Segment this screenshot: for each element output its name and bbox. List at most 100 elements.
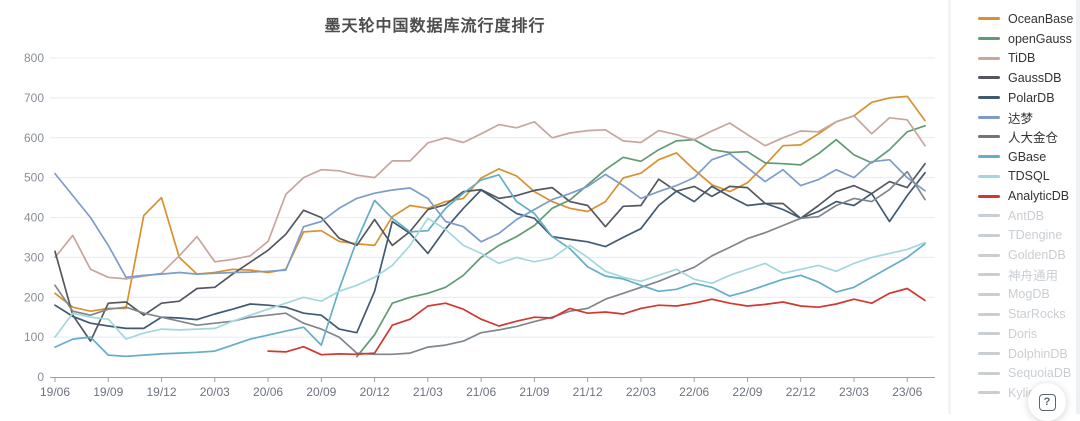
legend-label: Doris — [1008, 326, 1038, 341]
x-axis-tick-label: 22/03 — [626, 385, 656, 399]
x-axis-tick-label: 19/09 — [93, 385, 123, 399]
series-line-TiDB — [54, 114, 926, 280]
y-axis-tick-label: 700 — [24, 91, 44, 105]
legend-label: 神舟通用 — [1008, 269, 1059, 284]
legend-label: DolphinDB — [1008, 346, 1068, 361]
legend-line-swatch — [978, 135, 1000, 139]
legend-label: 人大金仓 — [1008, 131, 1059, 146]
legend-label: TDengine — [1008, 228, 1063, 243]
legend-line-swatch — [978, 233, 1000, 237]
legend-label: OceanBase — [1008, 11, 1074, 26]
legend-item-MogDB[interactable]: MogDB — [978, 285, 1078, 305]
question-mark-icon: ? — [1038, 393, 1056, 411]
legend-line-swatch — [978, 371, 1000, 375]
legend-item-DolphinDB[interactable]: DolphinDB — [978, 344, 1078, 364]
x-axis-tick-label: 21/06 — [466, 385, 496, 399]
legend-line-swatch — [978, 194, 1000, 198]
legend-label: 达梦 — [1008, 111, 1034, 126]
legend-line-swatch — [978, 391, 1000, 395]
legend-line-swatch — [978, 253, 1000, 257]
x-axis-tick-label: 23/06 — [892, 385, 922, 399]
legend-line-swatch — [978, 332, 1000, 336]
legend-line-swatch — [978, 76, 1000, 80]
series-line-openGauss — [355, 124, 926, 358]
x-axis-tick-label: 22/12 — [786, 385, 816, 399]
legend-line-swatch — [978, 155, 1000, 159]
x-axis-tick-label: 20/09 — [306, 385, 336, 399]
x-axis-tick-label: 21/09 — [519, 385, 549, 399]
legend-item-GBase[interactable]: GBase — [978, 147, 1078, 167]
legend-item-达梦[interactable]: 达梦 — [978, 107, 1078, 127]
legend-line-swatch — [978, 214, 1000, 218]
y-axis-tick-label: 100 — [24, 330, 44, 344]
legend-item-StarRocks[interactable]: StarRocks — [978, 304, 1078, 324]
legend-line-swatch — [978, 17, 1000, 21]
legend-item-人大金仓[interactable]: 人大金仓 — [978, 127, 1078, 147]
legend-line-swatch — [978, 273, 1000, 277]
help-button[interactable]: ? — [1028, 383, 1066, 421]
popularity-line-chart: 0 100 200 300 400 500 600 700 800 19/06 19/09 19/12… — [24, 51, 935, 399]
y-axis-tick-label: 500 — [24, 171, 44, 185]
legend-label: SequoiaDB — [1008, 366, 1072, 381]
y-axis-tick-label: 400 — [24, 211, 44, 225]
legend-item-AnalyticDB[interactable]: AnalyticDB — [978, 186, 1078, 206]
legend-label: MogDB — [1008, 287, 1050, 302]
y-axis-tick-label: 0 — [37, 370, 44, 384]
x-axis-tick-label: 22/09 — [732, 385, 762, 399]
series-line-GBase — [54, 173, 926, 358]
series-line-AnalyticDB — [267, 287, 926, 356]
legend-item-openGauss[interactable]: openGauss — [978, 29, 1078, 49]
series-line-GaussDB — [54, 162, 926, 342]
legend-line-swatch — [978, 115, 1000, 119]
legend-label: AnalyticDB — [1008, 189, 1070, 204]
legend-item-TDengine[interactable]: TDengine — [978, 226, 1078, 246]
x-axis-tick-label: 20/03 — [200, 385, 230, 399]
legend-item-神舟通用[interactable]: 神舟通用 — [978, 265, 1078, 285]
legend-item-SequoiaDB[interactable]: SequoiaDB — [978, 363, 1078, 383]
y-axis-tick-label: 200 — [24, 290, 44, 304]
legend-label: GBase — [1008, 149, 1047, 164]
scrollbar-track[interactable] — [1076, 0, 1080, 414]
legend-line-swatch — [978, 312, 1000, 316]
legend-item-PolarDB[interactable]: PolarDB — [978, 88, 1078, 108]
panel-divider — [948, 0, 951, 414]
series-line-人大金仓 — [54, 170, 926, 356]
legend-label: TiDB — [1008, 51, 1036, 66]
series-line-达梦 — [54, 152, 926, 279]
legend-label: openGauss — [1008, 31, 1072, 46]
legend-line-swatch — [978, 56, 1000, 60]
legend-item-AntDB[interactable]: AntDB — [978, 206, 1078, 226]
legend-label: PolarDB — [1008, 90, 1055, 105]
legend-line-swatch — [978, 352, 1000, 356]
legend-item-GaussDB[interactable]: GaussDB — [978, 68, 1078, 88]
x-axis-tick-label: 19/12 — [147, 385, 177, 399]
series-line-TDSQL — [54, 217, 926, 340]
legend-label: GoldenDB — [1008, 248, 1066, 263]
legend-item-OceanBase[interactable]: OceanBase — [978, 9, 1078, 29]
legend-item-GoldenDB[interactable]: GoldenDB — [978, 245, 1078, 265]
legend-label: TDSQL — [1008, 169, 1050, 184]
legend-line-swatch — [978, 96, 1000, 100]
x-axis-tick-label: 21/03 — [413, 385, 443, 399]
legend-item-TDSQL[interactable]: TDSQL — [978, 167, 1078, 187]
legend-item-Doris[interactable]: Doris — [978, 324, 1078, 344]
chart-title: 墨天轮中国数据库流行度排行 — [324, 18, 546, 35]
y-axis-tick-label: 600 — [24, 131, 44, 145]
x-axis-tick-label: 23/03 — [839, 385, 869, 399]
x-axis-tick-label: 21/12 — [573, 385, 603, 399]
x-axis-tick-label: 19/06 — [40, 385, 70, 399]
legend-label: AntDB — [1008, 208, 1045, 223]
legend-item-TiDB[interactable]: TiDB — [978, 48, 1078, 68]
series-line-PolarDB — [54, 171, 926, 334]
chart-legend: OceanBase openGauss TiDB GaussDB PolarDB 达梦人大… — [978, 9, 1078, 403]
legend-line-swatch — [978, 174, 1000, 178]
legend-line-swatch — [978, 292, 1000, 296]
y-axis-tick-label: 300 — [24, 250, 44, 264]
legend-label: GaussDB — [1008, 70, 1062, 85]
legend-line-swatch — [978, 37, 1000, 41]
y-axis-tick-label: 800 — [24, 51, 44, 65]
x-axis-tick-label: 20/12 — [360, 385, 390, 399]
x-axis-tick-label: 20/06 — [253, 385, 283, 399]
legend-label: StarRocks — [1008, 307, 1066, 322]
x-axis-tick-label: 22/06 — [679, 385, 709, 399]
